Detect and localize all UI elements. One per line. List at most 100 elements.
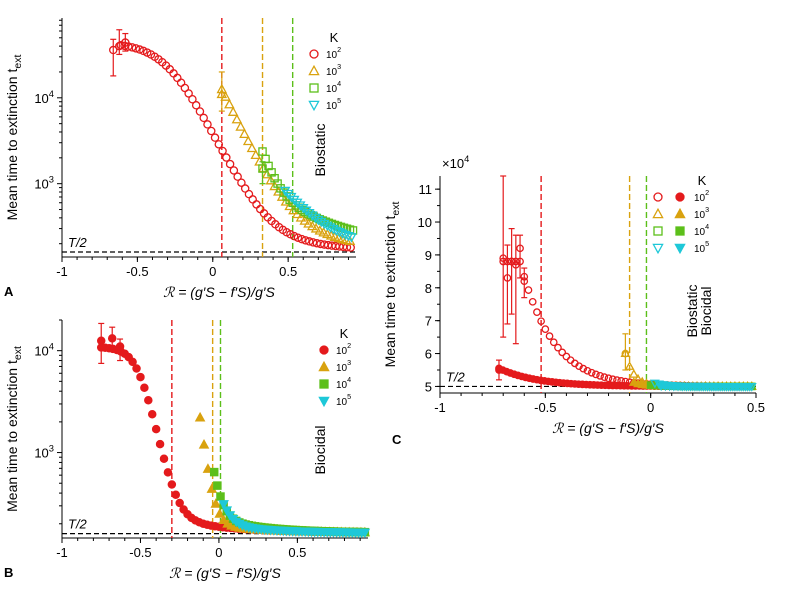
panel-a-y-tick-label: 103 bbox=[34, 175, 54, 192]
panel-a-point-k2 bbox=[301, 236, 310, 245]
panel-a-point-k5 bbox=[288, 195, 300, 206]
panel-a-legend-marker-k3 bbox=[308, 64, 320, 76]
panel-b-legend-label-k5: 105 bbox=[336, 392, 351, 408]
panel-a-point-k2 bbox=[237, 178, 246, 187]
panel-a-errorbar-point-k2 bbox=[115, 41, 124, 51]
panel-c-legend-marker-filled-k3 bbox=[674, 207, 686, 219]
panel-c-point-k2 bbox=[562, 352, 571, 361]
panel-a-legend-title: K bbox=[330, 30, 339, 45]
panel-c-point-k2 bbox=[533, 308, 541, 316]
panel-c-point-k2 bbox=[558, 348, 567, 357]
panel-c-point-k2 bbox=[587, 368, 596, 377]
panel-b-point-k4 bbox=[209, 467, 219, 477]
panel-b-errorbar-point-k2 bbox=[107, 334, 117, 343]
panel-c-legend-marker-filled-k5 bbox=[674, 243, 686, 255]
panel-c-point-k2 bbox=[549, 338, 558, 347]
panel-c-errorbar-point-k2 bbox=[516, 244, 524, 253]
panel-c-y-axis-label: Mean time to extinction text bbox=[382, 202, 402, 368]
panel-a-point-k2 bbox=[184, 89, 193, 98]
panel-a-x-axis-label: ℛ = (g′S − f′S)/g′S bbox=[163, 284, 275, 300]
panel-a-point-k5 bbox=[279, 186, 291, 197]
panel-b-y-tick-label: 103 bbox=[34, 444, 54, 461]
panel-b-regime-label: Biocidal bbox=[312, 425, 328, 474]
panel-b-legend-label-k4: 104 bbox=[336, 375, 351, 391]
panel-c-legend-marker-filled-k2 bbox=[675, 192, 685, 202]
panel-b-legend-marker-k5 bbox=[318, 396, 330, 408]
panel-c-multiplier: ×104 bbox=[442, 154, 469, 171]
panel-c-legend-title: K bbox=[698, 173, 707, 188]
panel-a-point-k2 bbox=[188, 95, 197, 104]
panel-a-point-k2 bbox=[229, 166, 239, 175]
panel-a-half-t-label: T/2 bbox=[68, 235, 88, 250]
panel-a-point-k2 bbox=[203, 120, 212, 129]
panel-b-point-k3 bbox=[210, 498, 222, 508]
panel-c-point-k2 bbox=[537, 317, 545, 326]
panel-b-legend-marker-k3 bbox=[318, 360, 330, 372]
panel-a-point-k2 bbox=[240, 184, 250, 193]
panel-c-point-k2 bbox=[524, 286, 533, 294]
panel-c-point-k2 bbox=[604, 374, 613, 383]
panel-a-point-k2 bbox=[173, 73, 182, 83]
panel-b-legend-label-k2: 102 bbox=[336, 341, 351, 357]
panel-c-point-k2 bbox=[541, 325, 550, 334]
panel-a-point-k3 bbox=[280, 196, 292, 206]
panel-c-legend-marker-open-k4 bbox=[653, 226, 663, 236]
panel-c-errorbar-point-k2 bbox=[499, 254, 508, 263]
panel-a-point-k5 bbox=[303, 209, 315, 219]
panel-c-point-k2 bbox=[600, 373, 609, 381]
panel-a-point-k2 bbox=[293, 233, 303, 242]
panel-b-x-tick-label: 0.5 bbox=[288, 545, 306, 560]
panel-a-errorbar-point-k4 bbox=[258, 164, 267, 173]
panel-b-point-k2 bbox=[144, 396, 153, 405]
panel-a-legend-label-k2: 102 bbox=[326, 45, 341, 61]
panel-a-letter: A bbox=[4, 284, 14, 299]
panel-b-point-k3 bbox=[214, 508, 226, 518]
panel-b-legend-marker-k2 bbox=[319, 345, 329, 355]
panel-b-point-k2 bbox=[159, 454, 169, 464]
panel-c-point-k3 bbox=[624, 361, 635, 370]
panel-a-point-k3 bbox=[246, 142, 258, 153]
panel-c-point-k5 bbox=[744, 382, 755, 392]
panel-a-point-k3 bbox=[235, 121, 246, 131]
panel-c-y-tick-label: 11 bbox=[419, 182, 433, 197]
panel-b-x-tick-label: -0.5 bbox=[129, 545, 151, 560]
panel-b-errorbar-point-k2 bbox=[115, 342, 125, 351]
panel-a-point-k2 bbox=[207, 126, 216, 136]
panel-b-half-t-label: T/2 bbox=[68, 517, 88, 532]
panel-a-point-k3 bbox=[220, 91, 231, 101]
panel-a-point-k2 bbox=[210, 133, 220, 142]
panel-b-point-k2 bbox=[136, 372, 145, 382]
panel-c-errorbar-point-k2 bbox=[503, 274, 512, 282]
panel-a-point-k2 bbox=[289, 231, 299, 241]
panel-c-errorbar-point-k2 bbox=[511, 260, 520, 269]
panel-a-y-axis-label: Mean time to extinction text bbox=[4, 55, 24, 221]
panel-c-legend-marker-open-k2 bbox=[653, 192, 663, 202]
panel-a-point-k5 bbox=[294, 201, 306, 211]
panel-a-legend-label-k5: 105 bbox=[326, 96, 341, 112]
panel-b-point-k2 bbox=[155, 439, 165, 449]
panel-b-legend-title: K bbox=[340, 326, 349, 341]
panel-a-legend-label-k4: 104 bbox=[326, 79, 341, 95]
panel-b-y-axis-label: Mean time to extinction text bbox=[4, 346, 24, 512]
panel-b-point-k5 bbox=[218, 500, 229, 510]
panel-b-point-k5 bbox=[221, 506, 233, 516]
panel-b-point-k2 bbox=[175, 498, 184, 508]
panel-b-x-tick-label: 0 bbox=[215, 545, 222, 560]
panel-c-regime-label: Biocidal bbox=[698, 286, 714, 335]
panel-c-legend-marker-open-k5 bbox=[652, 243, 664, 255]
panel-c-legend-marker-filled-k4 bbox=[675, 226, 685, 236]
panel-c-x-tick-label: -0.5 bbox=[534, 400, 556, 415]
panel-c-y-tick-label: 9 bbox=[425, 248, 432, 263]
panel-b-letter: B bbox=[4, 565, 13, 580]
panel-b-point-k4 bbox=[213, 481, 222, 490]
panel-c-legend-label-k2: 102 bbox=[694, 188, 709, 204]
panel-c-x-tick-label: 0.5 bbox=[747, 400, 765, 415]
panel-a-point-k5 bbox=[300, 206, 312, 217]
panel-c-point-k2 bbox=[545, 332, 554, 340]
panel-c-point-k2 bbox=[579, 364, 588, 373]
panel-a-legend-marker-k2 bbox=[309, 49, 319, 59]
panel-a-point-k3 bbox=[224, 98, 235, 109]
panel-c-half-t-label: T/2 bbox=[446, 369, 466, 384]
panel-c-letter: C bbox=[392, 432, 402, 447]
